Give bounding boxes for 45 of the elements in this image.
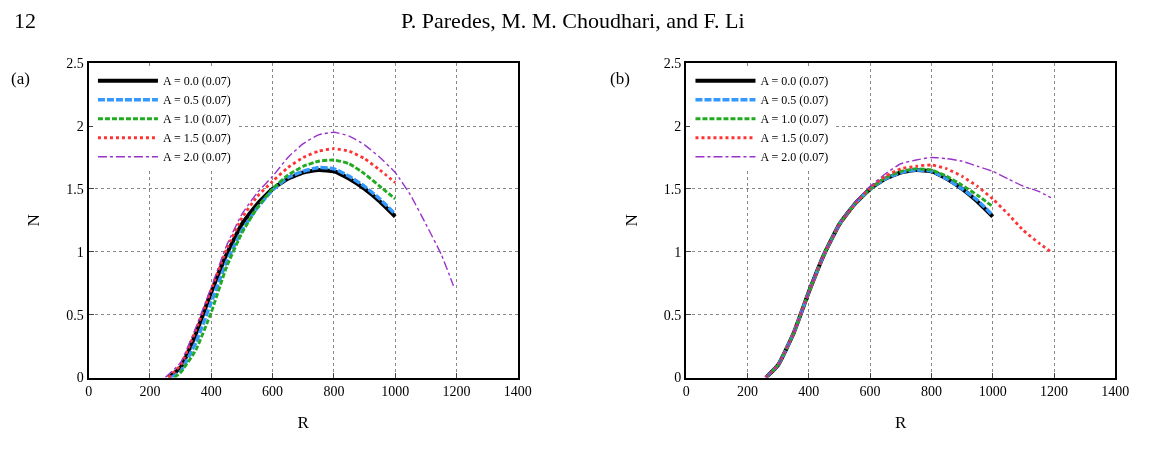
legend-label: A = 2.0 (0.07): [760, 150, 829, 165]
y-axis-title: N: [621, 214, 641, 227]
legend-label: A = 0.0 (0.07): [162, 74, 231, 89]
x-tick-label: 800: [920, 384, 942, 400]
y-tick-label: 1.5: [66, 181, 84, 197]
legend-label: A = 0.0 (0.07): [760, 74, 829, 89]
y-tick-label: 1.5: [663, 181, 682, 197]
x-tick-label: 600: [262, 384, 284, 400]
x-axis-title: R: [895, 413, 908, 433]
x-axis-title: R: [297, 413, 310, 433]
x-tick-label: 600: [859, 384, 881, 400]
y-tick-label: 1: [674, 244, 682, 260]
x-tick-label: 200: [736, 384, 758, 400]
y-axis-title: N: [24, 214, 44, 227]
legend-label: A = 1.5 (0.07): [760, 131, 829, 146]
x-tick-label: 200: [139, 384, 161, 400]
text: P. Paredes, M. M. Choudhari, and F. Li: [401, 8, 745, 33]
y-tick-label: 0: [674, 370, 682, 386]
y-tick-label: 2: [76, 118, 84, 134]
y-tick-label: 0.5: [66, 307, 84, 323]
x-tick-label: 1000: [381, 384, 410, 400]
x-tick-label: 800: [323, 384, 345, 400]
y-tick-label: 2.5: [66, 56, 84, 72]
y-tick-label: 2.5: [663, 56, 682, 72]
legend-label: A = 1.5 (0.07): [162, 131, 231, 146]
legend-label: A = 2.0 (0.07): [162, 150, 231, 165]
x-tick-label: 1200: [1040, 384, 1069, 400]
x-tick-label: 1400: [1101, 384, 1130, 400]
legend-label: A = 0.5 (0.07): [760, 93, 829, 108]
x-tick-label: 1400: [503, 384, 532, 400]
y-tick-label: 1: [76, 244, 84, 260]
text: (b): [610, 69, 630, 88]
y-tick-label: 0.5: [663, 307, 682, 323]
legend-label: A = 1.0 (0.07): [760, 112, 829, 127]
text: (a): [11, 69, 30, 88]
y-tick-label: 2: [674, 118, 682, 134]
y-tick-label: 0: [76, 370, 84, 386]
x-tick-label: 400: [798, 384, 820, 400]
legend-label: A = 1.0 (0.07): [162, 112, 231, 127]
x-tick-label: 400: [200, 384, 222, 400]
line-series: [164, 131, 455, 378]
x-tick-label: 1000: [978, 384, 1007, 400]
x-tick-label: 1200: [442, 384, 471, 400]
text: 12: [14, 8, 36, 33]
legend-label: A = 0.5 (0.07): [162, 93, 231, 108]
